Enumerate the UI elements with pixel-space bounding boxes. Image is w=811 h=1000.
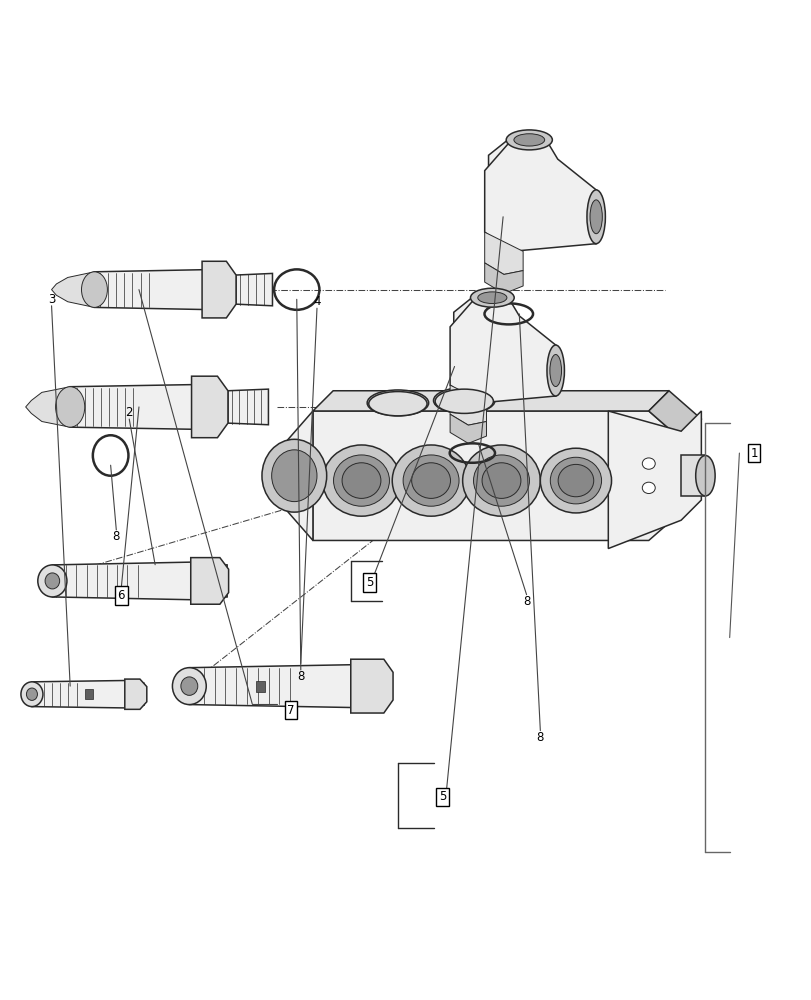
Ellipse shape [695, 455, 714, 496]
Polygon shape [94, 269, 220, 310]
Ellipse shape [262, 439, 326, 512]
Polygon shape [484, 232, 522, 274]
Polygon shape [51, 272, 94, 307]
Text: 8: 8 [113, 530, 120, 543]
Text: 3: 3 [48, 293, 55, 306]
Polygon shape [32, 680, 144, 708]
Ellipse shape [21, 682, 43, 707]
Ellipse shape [411, 463, 450, 498]
Ellipse shape [272, 450, 316, 502]
Ellipse shape [505, 130, 551, 150]
Ellipse shape [590, 200, 602, 234]
Ellipse shape [435, 389, 493, 413]
Ellipse shape [482, 463, 521, 498]
Ellipse shape [444, 392, 483, 409]
Ellipse shape [367, 390, 428, 416]
Ellipse shape [433, 388, 495, 413]
Text: 6: 6 [118, 589, 125, 602]
Polygon shape [519, 190, 595, 244]
Bar [85, 689, 93, 699]
Polygon shape [484, 263, 522, 294]
Ellipse shape [81, 272, 107, 307]
Ellipse shape [45, 573, 59, 589]
Ellipse shape [402, 455, 458, 506]
Polygon shape [52, 562, 227, 600]
Ellipse shape [392, 445, 470, 516]
Polygon shape [312, 391, 668, 411]
Polygon shape [70, 384, 212, 430]
Ellipse shape [473, 455, 529, 506]
Ellipse shape [377, 394, 418, 411]
Polygon shape [202, 261, 236, 318]
Ellipse shape [513, 134, 544, 146]
Polygon shape [285, 411, 312, 540]
Polygon shape [26, 387, 70, 427]
Ellipse shape [642, 458, 654, 469]
Polygon shape [488, 140, 549, 217]
Text: 8: 8 [522, 595, 530, 608]
Ellipse shape [368, 392, 427, 416]
Text: 8: 8 [536, 731, 543, 744]
Ellipse shape [549, 355, 561, 387]
Text: 7: 7 [287, 704, 294, 717]
Polygon shape [125, 679, 147, 709]
Polygon shape [453, 298, 512, 371]
Ellipse shape [27, 688, 37, 700]
Ellipse shape [333, 455, 389, 506]
Ellipse shape [181, 677, 198, 695]
Ellipse shape [38, 565, 67, 597]
Ellipse shape [462, 445, 539, 516]
Text: 4: 4 [313, 295, 320, 308]
Text: 5: 5 [438, 790, 445, 803]
Polygon shape [189, 665, 388, 708]
Ellipse shape [642, 482, 654, 494]
Ellipse shape [341, 463, 380, 498]
Polygon shape [449, 414, 486, 443]
Ellipse shape [547, 345, 564, 396]
Polygon shape [236, 273, 272, 306]
Text: 8: 8 [297, 670, 304, 683]
Polygon shape [228, 389, 268, 425]
Ellipse shape [477, 292, 506, 304]
Ellipse shape [539, 448, 611, 513]
Ellipse shape [470, 288, 513, 307]
Polygon shape [607, 411, 701, 549]
Ellipse shape [550, 457, 601, 504]
Text: 1: 1 [749, 447, 757, 460]
Polygon shape [483, 345, 555, 396]
Ellipse shape [557, 464, 593, 497]
Ellipse shape [172, 668, 206, 705]
Polygon shape [312, 411, 680, 540]
Polygon shape [648, 391, 701, 439]
Ellipse shape [322, 445, 400, 516]
Polygon shape [449, 385, 486, 425]
Polygon shape [191, 376, 228, 438]
Bar [256, 681, 265, 692]
Polygon shape [484, 140, 595, 251]
Ellipse shape [55, 387, 84, 427]
Text: 2: 2 [126, 406, 133, 419]
Ellipse shape [586, 190, 605, 244]
Polygon shape [680, 455, 705, 496]
Polygon shape [350, 659, 393, 713]
Polygon shape [191, 558, 229, 604]
Polygon shape [449, 298, 555, 403]
Text: 5: 5 [366, 576, 373, 589]
